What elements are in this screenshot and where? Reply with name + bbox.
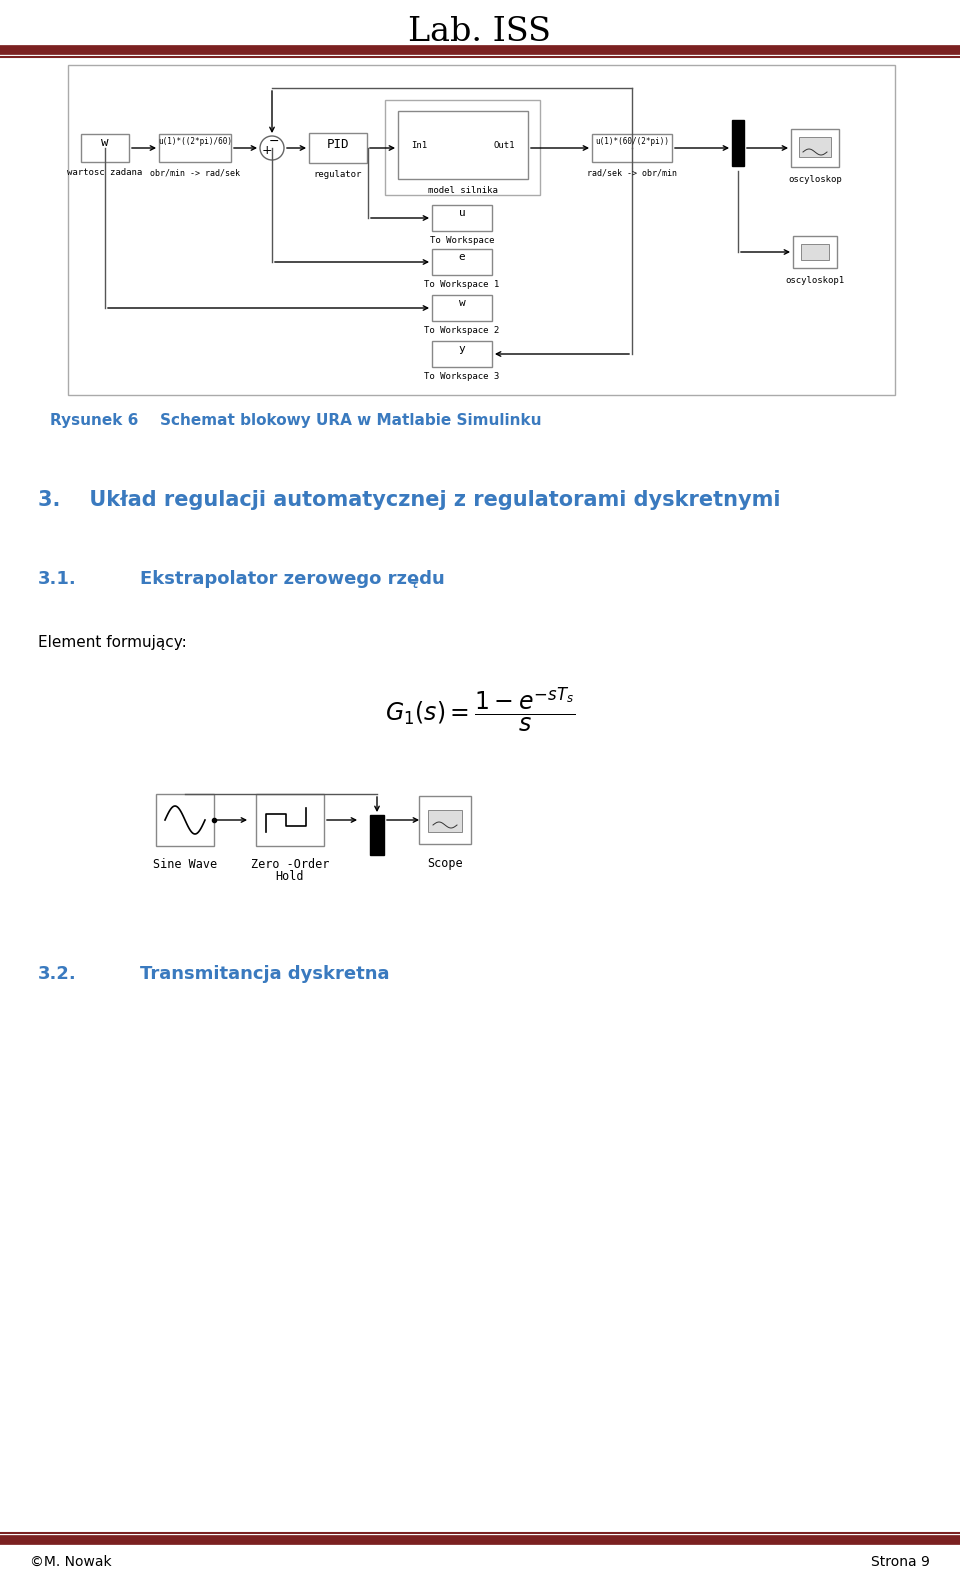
Text: u: u [459,209,466,218]
FancyBboxPatch shape [309,133,367,163]
FancyBboxPatch shape [799,137,831,156]
Text: u(1)*(60/(2*pi)): u(1)*(60/(2*pi)) [595,137,669,147]
Text: To Workspace 2: To Workspace 2 [424,325,499,335]
Text: Hold: Hold [276,871,304,883]
FancyBboxPatch shape [592,134,672,163]
FancyBboxPatch shape [791,130,839,167]
Text: Ekstrapolator zerowego rzędu: Ekstrapolator zerowego rzędu [140,570,444,588]
Text: −: − [269,134,279,147]
FancyBboxPatch shape [432,295,492,321]
FancyBboxPatch shape [419,796,471,844]
Text: rad/sek -> obr/min: rad/sek -> obr/min [587,167,677,177]
Text: PID: PID [326,139,349,152]
Text: 3.    Układ regulacji automatycznej z regulatorami dyskretnymi: 3. Układ regulacji automatycznej z regul… [38,490,780,510]
FancyBboxPatch shape [156,795,214,845]
Text: oscyloskop: oscyloskop [788,175,842,183]
Text: obr/min -> rad/sek: obr/min -> rad/sek [150,167,240,177]
FancyBboxPatch shape [370,815,384,855]
Text: model silnika: model silnika [428,186,498,194]
Text: Lab. ISS: Lab. ISS [409,16,551,47]
FancyBboxPatch shape [793,235,837,269]
FancyBboxPatch shape [385,100,540,194]
FancyBboxPatch shape [398,111,528,179]
FancyBboxPatch shape [801,243,829,261]
Text: +: + [262,144,273,158]
Text: In1: In1 [411,141,427,150]
FancyBboxPatch shape [81,134,129,163]
Text: 3.2.: 3.2. [38,965,77,983]
Text: Strona 9: Strona 9 [871,1555,930,1569]
Text: To Workspace 1: To Workspace 1 [424,280,499,289]
FancyBboxPatch shape [68,65,895,395]
Text: u(1)*((2*pi)/60): u(1)*((2*pi)/60) [158,137,232,147]
FancyBboxPatch shape [432,341,492,367]
Text: 3.1.: 3.1. [38,570,77,588]
Text: To Workspace: To Workspace [430,235,494,245]
Text: e: e [459,251,466,262]
Text: To Workspace 3: To Workspace 3 [424,371,499,381]
FancyBboxPatch shape [432,250,492,275]
Text: oscyloskop1: oscyloskop1 [785,276,845,284]
Text: w: w [459,299,466,308]
FancyBboxPatch shape [159,134,231,163]
Text: Transmitancja dyskretna: Transmitancja dyskretna [140,965,390,983]
Text: wartosc zadana: wartosc zadana [67,167,143,177]
Circle shape [260,136,284,160]
FancyBboxPatch shape [732,120,744,166]
Text: $G_1(s) = \dfrac{1 - e^{-sT_s}}{s}$: $G_1(s) = \dfrac{1 - e^{-sT_s}}{s}$ [385,686,575,735]
Text: y: y [459,344,466,354]
FancyBboxPatch shape [428,811,462,833]
Text: Sine Wave: Sine Wave [153,858,217,871]
FancyBboxPatch shape [432,205,492,231]
Text: w: w [101,136,108,149]
Text: Out1: Out1 [493,141,515,150]
Text: Element formujący:: Element formujący: [38,635,187,649]
FancyBboxPatch shape [256,795,324,845]
Text: Zero -Order: Zero -Order [251,858,329,871]
Text: Schemat blokowy URA w Matlabie Simulinku: Schemat blokowy URA w Matlabie Simulinku [160,412,541,428]
Text: ©M. Nowak: ©M. Nowak [30,1555,111,1569]
Text: regulator: regulator [314,171,362,179]
Text: Rysunek 6: Rysunek 6 [50,412,138,428]
Text: Scope: Scope [427,856,463,871]
